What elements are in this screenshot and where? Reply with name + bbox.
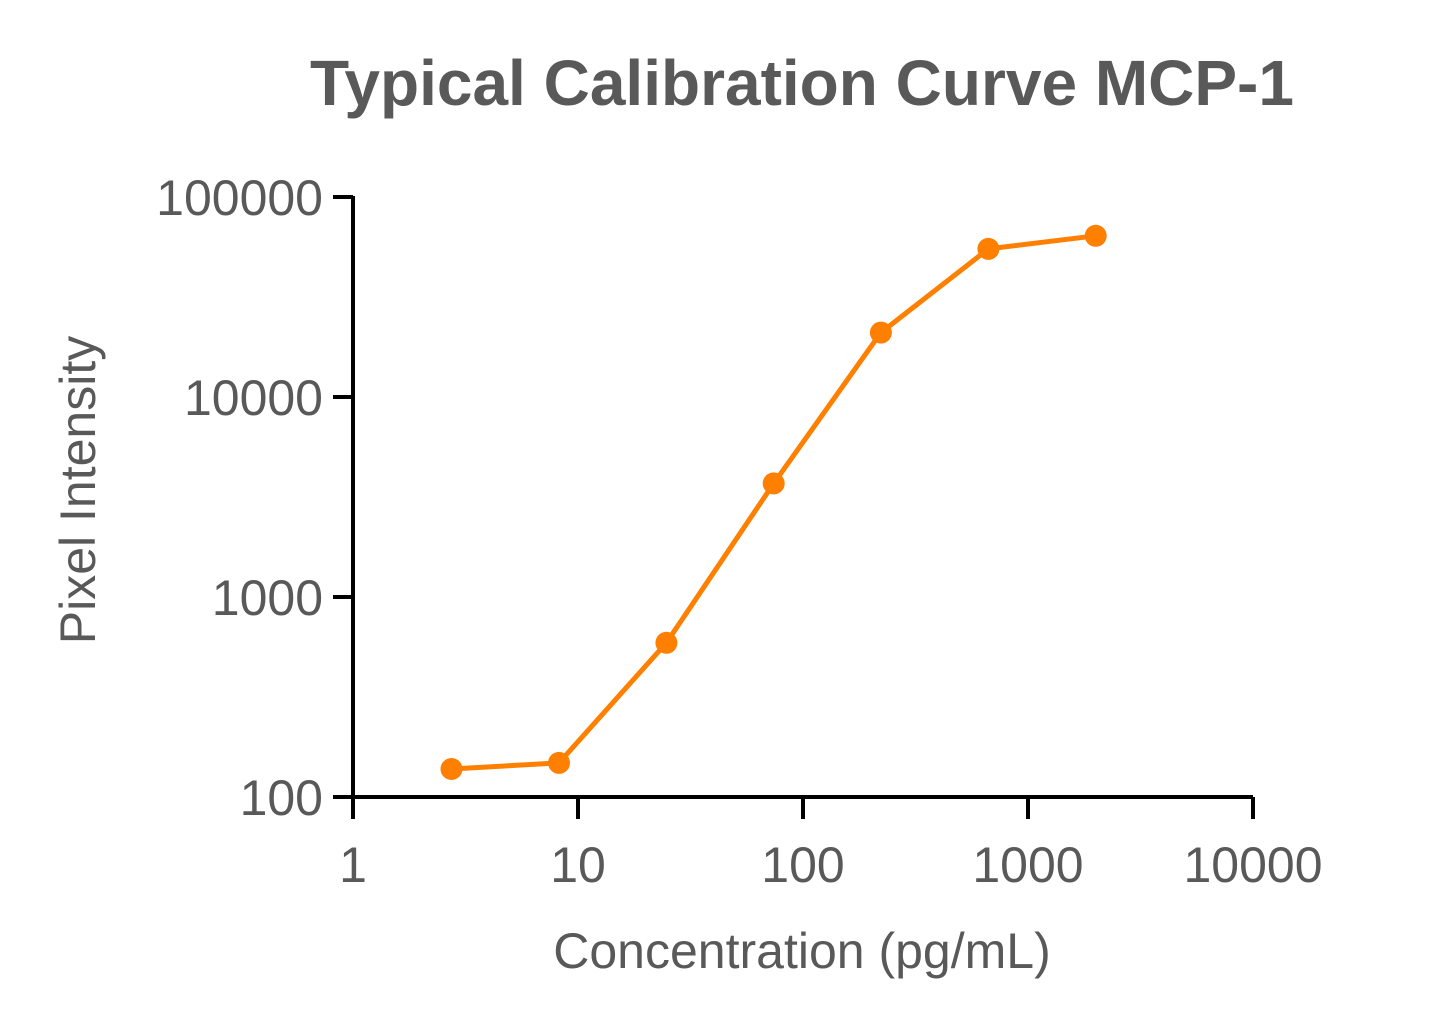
chart-title: Typical Calibration Curve MCP-1 — [310, 47, 1294, 119]
y-tick-label: 100000 — [156, 170, 323, 226]
data-point — [441, 758, 463, 780]
data-point — [548, 752, 570, 774]
x-axis: 1 10 100 1000 10000 — [333, 797, 1323, 893]
series-line — [452, 236, 1096, 769]
plot-series — [441, 225, 1107, 780]
y-tick-label: 1000 — [212, 570, 323, 626]
calibration-chart: Typical Calibration Curve MCP-1 10010001… — [0, 0, 1431, 1023]
y-tick-label: 10000 — [184, 370, 323, 426]
x-tick-label: 100 — [761, 837, 844, 893]
y-axis-label: Pixel Intensity — [50, 336, 106, 644]
x-tick-label: 1 — [339, 837, 367, 893]
x-tick-label: 10 — [550, 837, 606, 893]
x-axis-label: Concentration (pg/mL) — [553, 923, 1050, 979]
data-point — [655, 632, 677, 654]
data-point — [1085, 225, 1107, 247]
y-ticks: 100 1000 10000 100000 — [156, 170, 353, 826]
data-point — [870, 322, 892, 344]
data-point — [977, 238, 999, 260]
data-point — [763, 472, 785, 494]
x-tick-label: 1000 — [972, 837, 1083, 893]
x-tick-label: 10000 — [1183, 837, 1322, 893]
x-ticks: 1 10 100 1000 10000 — [339, 797, 1322, 893]
y-tick-label: 100 — [240, 770, 323, 826]
y-axis: 100 1000 10000 100000 — [156, 170, 353, 826]
